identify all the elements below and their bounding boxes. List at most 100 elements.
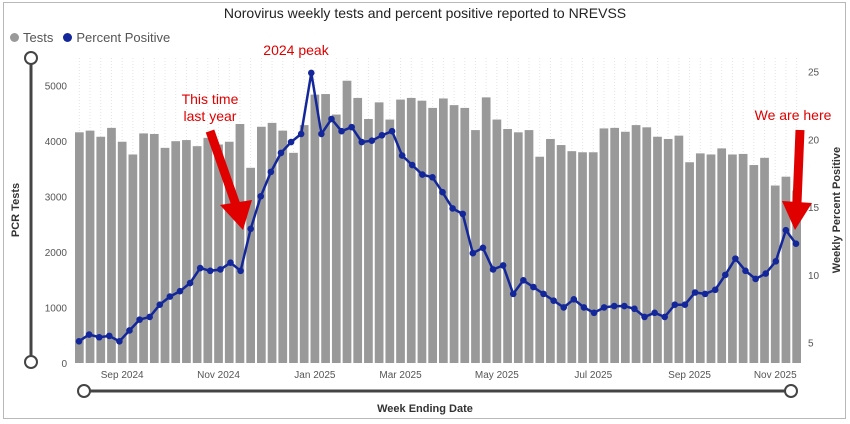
line-point[interactable] — [378, 131, 386, 139]
bar[interactable] — [738, 153, 748, 363]
line-point[interactable] — [550, 297, 557, 304]
bar[interactable] — [353, 97, 363, 363]
bar[interactable] — [610, 127, 619, 363]
line-point[interactable] — [580, 304, 588, 311]
bar[interactable] — [792, 190, 801, 363]
line-point[interactable] — [782, 226, 790, 234]
line-point[interactable] — [621, 302, 628, 310]
vertical-scrollbar[interactable] — [24, 51, 38, 369]
line-point[interactable] — [247, 225, 254, 233]
line-point[interactable] — [570, 295, 578, 303]
line-point[interactable] — [297, 130, 305, 138]
bar[interactable] — [663, 138, 673, 363]
bar[interactable] — [503, 128, 512, 363]
vertical-scroll-handle-bottom[interactable] — [24, 355, 38, 369]
legend-item-tests[interactable]: Tests — [10, 30, 53, 45]
line-point[interactable] — [156, 301, 164, 309]
line-point[interactable] — [257, 192, 265, 200]
line-point[interactable] — [459, 210, 467, 218]
bar[interactable] — [182, 140, 191, 363]
line-point[interactable] — [499, 262, 507, 269]
bar[interactable] — [706, 154, 716, 363]
bar[interactable] — [524, 130, 534, 363]
line-point[interactable] — [196, 264, 204, 272]
line-point[interactable] — [206, 267, 214, 275]
line-point[interactable] — [277, 149, 285, 157]
bar[interactable] — [278, 130, 288, 363]
bar[interactable] — [406, 97, 416, 363]
line-point[interactable] — [530, 283, 537, 291]
bar[interactable] — [149, 133, 159, 363]
bar[interactable] — [653, 136, 662, 363]
bar[interactable] — [513, 132, 523, 363]
bar[interactable] — [139, 133, 148, 363]
bar[interactable] — [417, 100, 427, 363]
bar[interactable] — [214, 144, 223, 363]
line-point[interactable] — [560, 304, 568, 311]
bar[interactable] — [364, 119, 373, 363]
bar[interactable] — [599, 128, 609, 363]
line-point[interactable] — [338, 127, 345, 135]
bar[interactable] — [770, 185, 780, 363]
line-point[interactable] — [691, 289, 699, 296]
bar[interactable] — [428, 107, 437, 363]
line-point[interactable] — [631, 305, 638, 313]
line-point[interactable] — [176, 287, 184, 295]
line-point[interactable] — [742, 267, 749, 275]
line-point[interactable] — [307, 69, 315, 77]
bar[interactable] — [385, 119, 395, 364]
vertical-scroll-handle-top[interactable] — [24, 51, 38, 65]
line-point[interactable] — [752, 275, 759, 283]
line-point[interactable] — [126, 327, 133, 334]
line-point[interactable] — [267, 168, 275, 176]
line-point[interactable] — [227, 259, 234, 266]
bar[interactable] — [160, 147, 170, 363]
bar[interactable] — [203, 137, 213, 363]
line-point[interactable] — [590, 309, 598, 317]
bar[interactable] — [299, 125, 309, 363]
line-point[interactable] — [701, 290, 709, 298]
line-point[interactable] — [105, 332, 113, 340]
horizontal-scroll-handle-left[interactable] — [77, 384, 91, 398]
bar[interactable] — [246, 167, 255, 363]
line-point[interactable] — [732, 255, 739, 262]
line-point[interactable] — [186, 279, 194, 287]
horizontal-scrollbar[interactable] — [77, 384, 798, 398]
bar[interactable] — [331, 114, 341, 364]
line-point[interactable] — [762, 270, 770, 277]
bar[interactable] — [321, 94, 330, 363]
line-point[interactable] — [217, 266, 224, 273]
bar[interactable] — [310, 94, 320, 363]
bar[interactable] — [556, 145, 566, 363]
line-point[interactable] — [358, 138, 366, 146]
line-point[interactable] — [85, 331, 93, 338]
line-point[interactable] — [287, 138, 295, 146]
line-point[interactable] — [439, 188, 446, 196]
bar[interactable] — [695, 153, 705, 363]
line-point[interactable] — [95, 333, 103, 341]
bar[interactable] — [471, 130, 480, 363]
line-point[interactable] — [136, 316, 143, 323]
line-point[interactable] — [388, 127, 396, 135]
line-point[interactable] — [469, 249, 477, 257]
line-point[interactable] — [722, 271, 729, 279]
line-point[interactable] — [348, 123, 355, 131]
bar[interactable] — [374, 102, 384, 363]
line-point[interactable] — [237, 267, 244, 275]
bar[interactable] — [642, 127, 652, 364]
bar[interactable] — [674, 135, 684, 363]
bar[interactable] — [289, 152, 298, 363]
bar[interactable] — [588, 152, 598, 363]
horizontal-scroll-handle-right[interactable] — [784, 384, 798, 398]
line-point[interactable] — [711, 286, 719, 294]
line-point[interactable] — [651, 309, 658, 317]
line-point[interactable] — [489, 266, 497, 273]
line-point[interactable] — [600, 304, 608, 311]
bar[interactable] — [235, 123, 245, 363]
line-point[interactable] — [146, 313, 153, 321]
bar[interactable] — [439, 98, 448, 364]
line-point[interactable] — [772, 258, 780, 265]
bar[interactable] — [460, 107, 470, 363]
bar[interactable] — [631, 125, 641, 363]
line-point[interactable] — [419, 171, 426, 178]
